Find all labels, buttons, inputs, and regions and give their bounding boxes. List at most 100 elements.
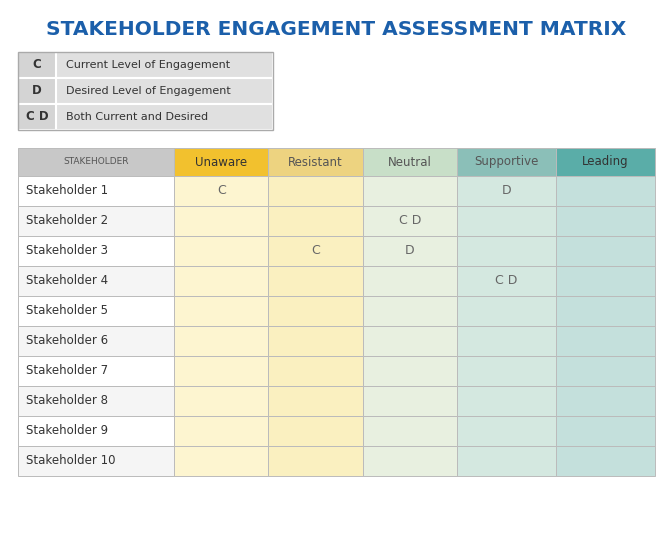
Bar: [174, 206, 268, 236]
Bar: [268, 296, 363, 326]
Text: Stakeholder 7: Stakeholder 7: [26, 364, 108, 377]
Bar: [268, 266, 363, 296]
Bar: [457, 206, 556, 236]
Bar: [18, 206, 174, 236]
Bar: [18, 104, 273, 130]
Bar: [363, 386, 457, 416]
Bar: [268, 176, 363, 206]
Text: Stakeholder 4: Stakeholder 4: [26, 274, 108, 287]
Bar: [174, 416, 268, 446]
Bar: [18, 104, 56, 130]
Bar: [174, 296, 268, 326]
Bar: [457, 416, 556, 446]
Bar: [18, 446, 174, 476]
Text: Stakeholder 3: Stakeholder 3: [26, 245, 108, 258]
Text: Current Level of Engagement: Current Level of Engagement: [66, 60, 230, 70]
Bar: [18, 326, 174, 356]
Bar: [363, 446, 457, 476]
Bar: [268, 356, 363, 386]
Bar: [457, 176, 556, 206]
Bar: [18, 52, 273, 130]
Bar: [18, 78, 273, 104]
Bar: [556, 356, 655, 386]
Bar: [556, 326, 655, 356]
Bar: [18, 52, 56, 78]
Bar: [18, 236, 174, 266]
Bar: [363, 416, 457, 446]
Bar: [556, 236, 655, 266]
Bar: [363, 148, 457, 176]
Bar: [363, 296, 457, 326]
Bar: [363, 206, 457, 236]
Text: Unaware: Unaware: [195, 156, 247, 168]
Bar: [18, 356, 174, 386]
Bar: [363, 356, 457, 386]
Bar: [174, 236, 268, 266]
Bar: [363, 176, 457, 206]
Bar: [268, 236, 363, 266]
Bar: [457, 326, 556, 356]
Bar: [556, 176, 655, 206]
Text: C: C: [311, 245, 320, 258]
Text: C: C: [217, 185, 226, 198]
Bar: [556, 446, 655, 476]
Bar: [363, 266, 457, 296]
Bar: [268, 446, 363, 476]
Text: Stakeholder 6: Stakeholder 6: [26, 334, 108, 348]
Bar: [457, 236, 556, 266]
Bar: [174, 266, 268, 296]
Text: C D: C D: [398, 214, 421, 227]
Text: D: D: [32, 84, 42, 98]
Bar: [556, 386, 655, 416]
Bar: [18, 78, 56, 104]
Text: C D: C D: [26, 111, 48, 124]
Bar: [174, 356, 268, 386]
Text: STAKEHOLDER: STAKEHOLDER: [63, 158, 129, 166]
Bar: [457, 296, 556, 326]
Bar: [556, 148, 655, 176]
Bar: [556, 266, 655, 296]
Text: Stakeholder 2: Stakeholder 2: [26, 214, 108, 227]
Text: Resistant: Resistant: [288, 156, 343, 168]
Bar: [556, 416, 655, 446]
Bar: [268, 326, 363, 356]
Bar: [556, 296, 655, 326]
Bar: [18, 386, 174, 416]
Text: C: C: [33, 58, 42, 71]
Text: Stakeholder 1: Stakeholder 1: [26, 185, 108, 198]
Bar: [18, 266, 174, 296]
Text: Neutral: Neutral: [388, 156, 431, 168]
Bar: [268, 148, 363, 176]
Bar: [457, 148, 556, 176]
Bar: [556, 206, 655, 236]
Bar: [457, 446, 556, 476]
Bar: [363, 326, 457, 356]
Text: Stakeholder 9: Stakeholder 9: [26, 424, 108, 437]
Bar: [174, 446, 268, 476]
Text: Leading: Leading: [583, 156, 629, 168]
Bar: [18, 148, 174, 176]
Bar: [174, 326, 268, 356]
Bar: [457, 266, 556, 296]
Bar: [268, 386, 363, 416]
Text: Stakeholder 10: Stakeholder 10: [26, 455, 116, 468]
Bar: [18, 52, 273, 78]
Text: Stakeholder 8: Stakeholder 8: [26, 395, 108, 408]
Bar: [268, 416, 363, 446]
Bar: [174, 386, 268, 416]
Text: Both Current and Desired: Both Current and Desired: [66, 112, 208, 122]
Text: C D: C D: [495, 274, 517, 287]
Bar: [18, 176, 174, 206]
Text: Stakeholder 5: Stakeholder 5: [26, 305, 108, 318]
Bar: [268, 206, 363, 236]
Text: Desired Level of Engagement: Desired Level of Engagement: [66, 86, 230, 96]
Bar: [457, 356, 556, 386]
Text: Supportive: Supportive: [474, 156, 539, 168]
Bar: [174, 148, 268, 176]
Bar: [457, 386, 556, 416]
Text: D: D: [405, 245, 415, 258]
Bar: [18, 416, 174, 446]
Bar: [174, 176, 268, 206]
Bar: [363, 236, 457, 266]
Bar: [18, 296, 174, 326]
